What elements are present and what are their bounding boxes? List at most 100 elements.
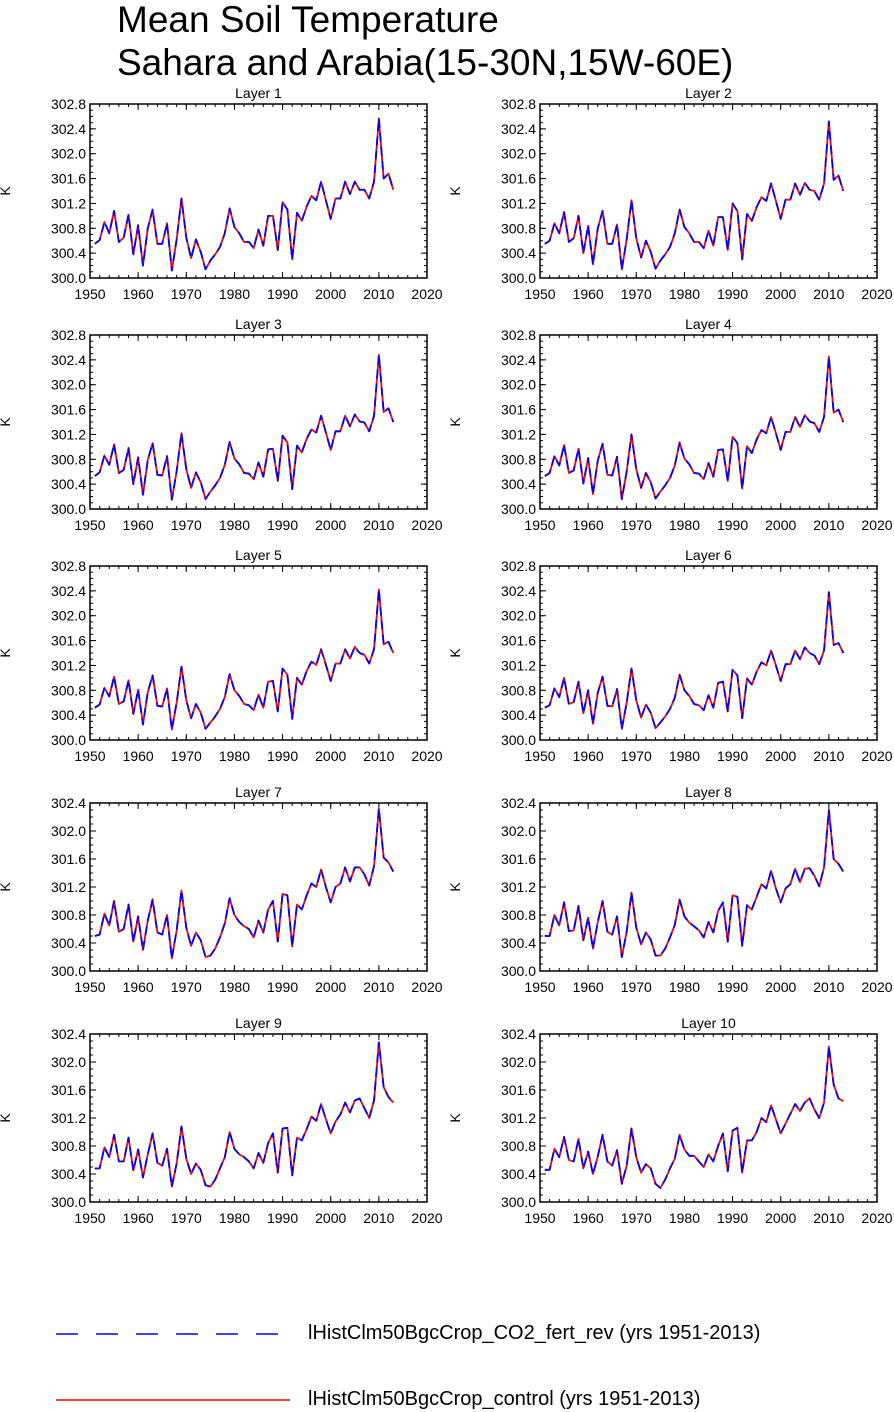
panel-layer-7: Layer 7 K 300.0 300.4 300.8 301.2 301.6 302.0 30…: [0, 784, 443, 995]
panel-layer-10: Layer 10 K 300.0 300.4 300.8 301.2 301.6 302.0 3…: [447, 1015, 893, 1226]
x-tick-label: 1980: [219, 979, 250, 995]
y-tick-label: 302.4: [51, 1026, 86, 1042]
x-tick-label: 2000: [315, 748, 346, 764]
panel-layer-5: Layer 5 K 300.0 300.4 300.8 301.2 301.6 302.0 30…: [0, 547, 443, 764]
x-tick-label: 1990: [717, 517, 748, 533]
x-tick-label: 2010: [813, 517, 844, 533]
y-tick-label: 300.4: [51, 707, 86, 723]
y-tick-label: 302.0: [501, 377, 536, 393]
x-tick-label: 1990: [267, 517, 298, 533]
panel-title-layer-7: Layer 7: [235, 784, 282, 800]
y-tick-label: 302.8: [51, 327, 86, 343]
x-tick-label: 1970: [621, 979, 652, 995]
series-line-control-layer-2: [544, 120, 845, 271]
x-tick-label: 1990: [267, 979, 298, 995]
series-line-co2-fert-rev-layer-2: [544, 120, 845, 271]
y-tick-label: 301.6: [51, 851, 86, 867]
y-tick-label: 300.4: [51, 245, 86, 261]
y-tick-label: 302.4: [51, 352, 86, 368]
y-tick-label: 300.0: [501, 270, 536, 286]
y-tick-label: 300.4: [501, 245, 536, 261]
plot-frame-layer-1: [89, 103, 428, 279]
panel-title-layer-3: Layer 3: [235, 316, 282, 332]
x-tick-label: 2010: [363, 748, 394, 764]
y-tick-label: 301.6: [501, 633, 536, 649]
y-tick-label: 300.8: [51, 907, 86, 923]
y-tick-label: 302.0: [501, 823, 536, 839]
series-line-co2-fert-rev-layer-9: [94, 1041, 394, 1188]
x-tick-label: 1950: [74, 979, 105, 995]
y-tick-label: 302.4: [501, 795, 536, 811]
x-tick-label: 1990: [267, 286, 298, 302]
y-axis-label-layer-9: K: [0, 1113, 13, 1123]
x-tick-label: 1980: [219, 517, 250, 533]
x-tick-label: 2020: [861, 517, 892, 533]
y-tick-label: 302.8: [51, 558, 86, 574]
plot-frame-layer-10: [539, 1033, 878, 1203]
y-tick-label: 301.6: [51, 1082, 86, 1098]
plot-frame-layer-5: [89, 565, 428, 741]
plot-frame-layer-4: [539, 334, 878, 510]
x-tick-label: 2010: [813, 748, 844, 764]
y-tick-label: 302.4: [51, 583, 86, 599]
series-line-control-layer-5: [94, 588, 395, 731]
y-tick-label: 301.2: [51, 879, 86, 895]
x-tick-label: 2000: [765, 286, 796, 302]
x-tick-label: 2000: [765, 979, 796, 995]
x-tick-label: 1990: [717, 748, 748, 764]
y-tick-label: 301.6: [501, 171, 536, 187]
legend-label-control: lHistClm50BgcCrop_control (yrs 1951-2013…: [308, 1388, 701, 1410]
x-tick-label: 2020: [411, 286, 442, 302]
y-tick-label: 301.2: [51, 195, 86, 211]
y-tick-label: 300.8: [501, 451, 536, 467]
y-tick-label: 301.2: [501, 426, 536, 442]
series-line-control-layer-3: [94, 353, 395, 501]
x-tick-label: 2020: [411, 1210, 442, 1226]
x-tick-label: 2020: [861, 286, 892, 302]
x-tick-label: 1970: [621, 1210, 652, 1226]
x-tick-label: 2000: [765, 748, 796, 764]
x-tick-label: 1990: [717, 286, 748, 302]
x-tick-label: 1980: [669, 748, 700, 764]
y-tick-label: 300.0: [51, 963, 86, 979]
y-tick-label: 300.0: [501, 732, 536, 748]
y-tick-label: 300.0: [51, 501, 86, 517]
y-tick-label: 301.6: [501, 402, 536, 418]
y-tick-label: 301.6: [51, 633, 86, 649]
x-tick-label: 1980: [219, 748, 250, 764]
y-tick-label: 300.8: [51, 1138, 86, 1154]
panel-layer-4: Layer 4 K 300.0 300.4 300.8 301.2 301.6 302.0 30…: [447, 316, 893, 533]
y-tick-label: 300.8: [501, 220, 536, 236]
y-tick-label: 302.0: [51, 608, 86, 624]
x-tick-label: 2010: [813, 979, 844, 995]
plot-frame-layer-6: [539, 565, 878, 741]
y-tick-label: 301.6: [51, 171, 86, 187]
y-tick-label: 300.0: [51, 1194, 86, 1210]
plot-frame-layer-9: [89, 1033, 428, 1203]
x-tick-label: 2020: [861, 979, 892, 995]
series-line-control-layer-1: [94, 117, 395, 272]
x-tick-label: 1960: [123, 286, 154, 302]
y-tick-label: 302.0: [501, 608, 536, 624]
y-tick-label: 300.0: [51, 732, 86, 748]
panel-title-layer-5: Layer 5: [235, 547, 282, 563]
x-tick-label: 2010: [363, 286, 394, 302]
x-tick-label: 1960: [573, 517, 604, 533]
x-tick-label: 2020: [411, 748, 442, 764]
x-tick-label: 2000: [315, 1210, 346, 1226]
x-tick-label: 2000: [315, 517, 346, 533]
x-tick-label: 1980: [219, 286, 250, 302]
x-tick-label: 1970: [621, 286, 652, 302]
figure-title-line-1: Mean Soil Temperature: [117, 0, 499, 40]
x-tick-label: 1970: [621, 748, 652, 764]
y-tick-label: 302.8: [501, 558, 536, 574]
panel-title-layer-9: Layer 9: [235, 1015, 282, 1031]
y-tick-label: 301.2: [51, 426, 86, 442]
panel-title-layer-8: Layer 8: [685, 784, 732, 800]
y-tick-label: 301.2: [501, 195, 536, 211]
y-axis-label-layer-3: K: [0, 417, 13, 427]
x-tick-label: 1980: [669, 979, 700, 995]
y-tick-label: 302.4: [501, 352, 536, 368]
series-line-control-layer-8: [544, 809, 845, 958]
